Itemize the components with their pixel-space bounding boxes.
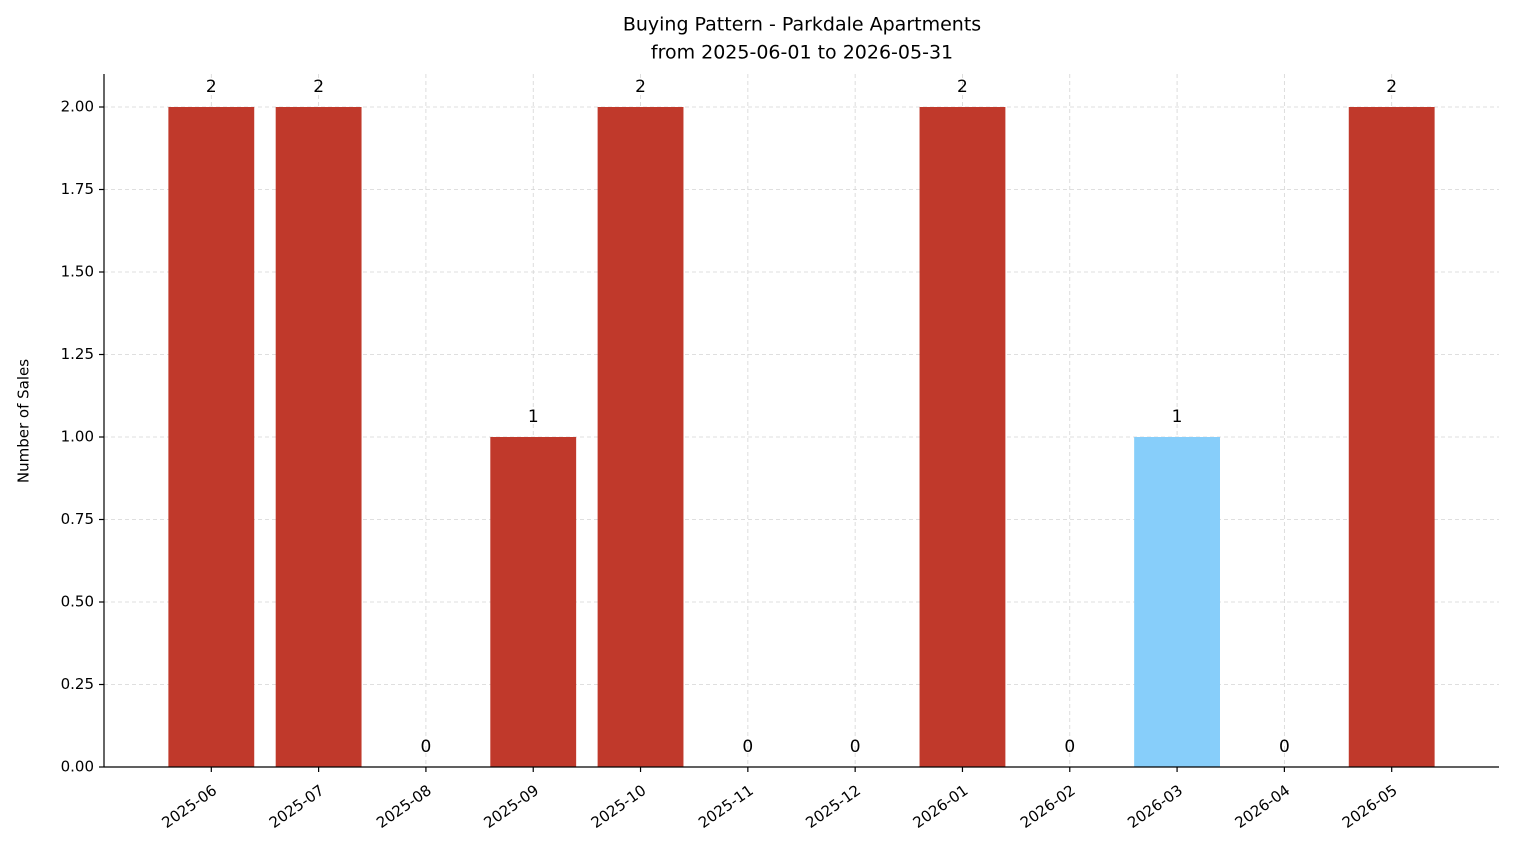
- y-tick-label: 1.75: [61, 180, 94, 198]
- data-label: 1: [528, 407, 539, 427]
- x-tick-label: 2025-11: [695, 781, 757, 832]
- x-tick-label: 2026-01: [910, 781, 972, 832]
- data-label: 2: [1386, 77, 1397, 97]
- data-label: 0: [1279, 737, 1290, 757]
- x-tick-label: 2025-09: [480, 781, 542, 832]
- data-label: 0: [421, 737, 432, 757]
- bar: [919, 107, 1006, 767]
- bar: [275, 107, 362, 767]
- x-tick-label: 2026-02: [1017, 781, 1079, 832]
- x-tick-label: 2025-10: [588, 781, 650, 832]
- data-label: 2: [313, 77, 324, 97]
- bar: [1134, 437, 1220, 767]
- y-tick-label: 0.25: [61, 675, 94, 693]
- x-tick-label: 2025-08: [373, 781, 435, 832]
- x-tick-label: 2025-12: [802, 781, 864, 832]
- y-tick-label: 0.75: [61, 510, 94, 528]
- data-label: 0: [1064, 737, 1075, 757]
- x-tick-label: 2026-03: [1124, 781, 1186, 832]
- data-label: 2: [206, 77, 217, 97]
- y-tick-label: 0.00: [61, 758, 94, 776]
- y-tick-label: 1.50: [61, 263, 94, 281]
- data-label: 1: [1172, 407, 1183, 427]
- x-tick-label: 2026-05: [1339, 781, 1401, 832]
- bar: [168, 107, 255, 767]
- y-axis-label: Number of Sales: [15, 359, 33, 483]
- y-tick-label: 0.50: [61, 593, 94, 611]
- x-tick-label: 2026-04: [1232, 781, 1294, 832]
- y-tick-label: 1.25: [61, 345, 94, 363]
- chart-subtitle: from 2025-06-01 to 2026-05-31: [651, 42, 953, 64]
- data-label: 2: [957, 77, 968, 97]
- data-label: 2: [635, 77, 646, 97]
- data-label: 0: [850, 737, 861, 757]
- y-tick-label: 2.00: [61, 98, 94, 116]
- bar: [490, 437, 577, 767]
- data-label: 0: [742, 737, 753, 757]
- x-tick-label: 2025-07: [266, 781, 328, 832]
- y-tick-label: 1.00: [61, 428, 94, 446]
- bar: [597, 107, 684, 767]
- chart-title: Buying Pattern - Parkdale Apartments: [623, 14, 981, 36]
- x-tick-label: 2025-06: [159, 781, 221, 832]
- bar: [1348, 107, 1435, 767]
